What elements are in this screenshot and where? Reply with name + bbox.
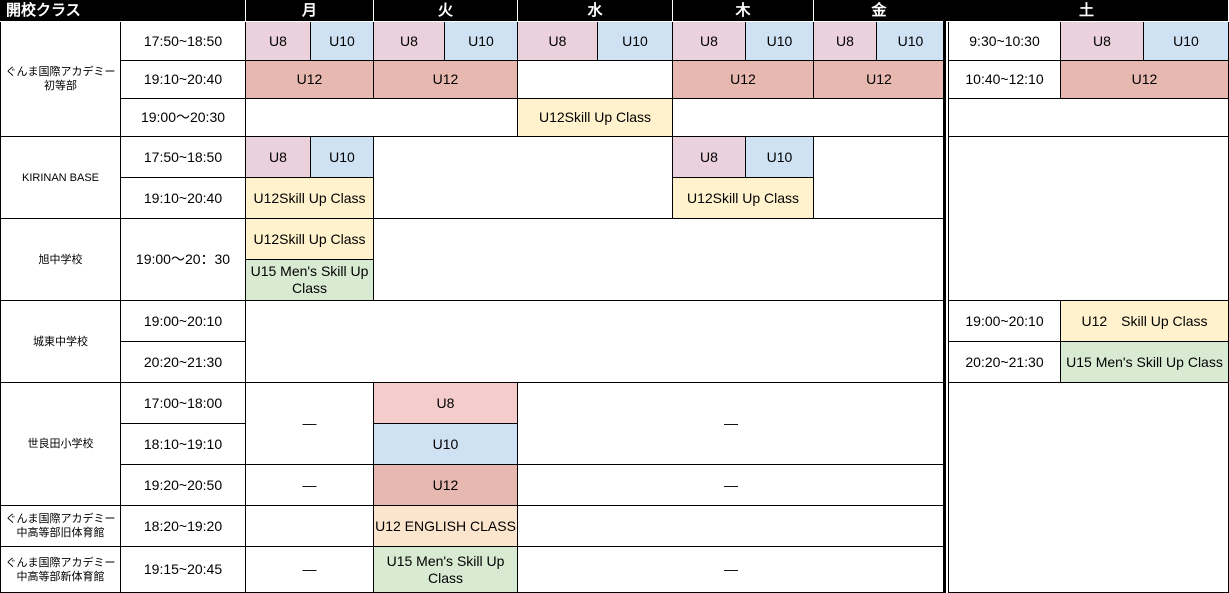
location-gunma-primary: ぐんま国際アカデミー 初等部 xyxy=(0,22,121,137)
time-slot: 17:50~18:50 xyxy=(121,137,246,178)
time-slot: 18:10~19:10 xyxy=(121,424,246,465)
class-u8: U8 xyxy=(1061,22,1144,61)
header-day-tue: 火 xyxy=(374,0,518,22)
time-slot: 19:00〜20:30 xyxy=(121,99,246,137)
class-u10: U10 xyxy=(311,22,374,61)
location-serada-es: 世良田小学校 xyxy=(0,383,121,506)
location-gunma-old-gym: ぐんま国際アカデミー 中高等部旧体育館 xyxy=(0,506,121,547)
class-u8: U8 xyxy=(374,383,518,424)
time-slot: 17:00~18:00 xyxy=(121,383,246,424)
no-class-dash: — xyxy=(518,465,945,506)
time-slot: 19:10~20:40 xyxy=(121,178,246,219)
time-slot: 19:10~20:40 xyxy=(121,61,246,99)
class-u10: U10 xyxy=(445,22,518,61)
class-u12: U12 xyxy=(246,61,374,99)
no-class-dash: — xyxy=(518,547,945,593)
class-u12-skill-up: U12 Skill Up Class xyxy=(1061,301,1229,342)
time-slot: 19:00~20:10 xyxy=(121,301,246,342)
time-slot: 19:20~20:50 xyxy=(121,465,246,506)
class-u8: U8 xyxy=(673,22,746,61)
empty-cell xyxy=(246,506,374,547)
class-u15-men-skill-up: U15 Men's Skill Up Class xyxy=(1061,342,1229,383)
class-u12-skill-up: U12Skill Up Class xyxy=(246,178,374,219)
column-divider xyxy=(943,0,946,593)
no-class-dash: — xyxy=(246,383,374,465)
no-class-dash: — xyxy=(518,383,945,465)
class-u8: U8 xyxy=(374,22,445,61)
empty-cell xyxy=(948,383,1229,593)
class-u8: U8 xyxy=(814,22,877,61)
empty-cell xyxy=(948,99,1229,137)
class-u10: U10 xyxy=(746,22,814,61)
empty-cell xyxy=(518,61,673,99)
header-day-wed: 水 xyxy=(518,0,673,22)
class-u15-men-skill-up: U15 Men's Skill Up Class xyxy=(246,260,374,301)
time-slot: 19:15~20:45 xyxy=(121,547,246,593)
class-u12: U12 xyxy=(374,61,518,99)
time-slot: 10:40~12:10 xyxy=(948,61,1061,99)
class-u10: U10 xyxy=(1144,22,1229,61)
location-joto-jhs: 城東中学校 xyxy=(0,301,121,383)
class-u8: U8 xyxy=(673,137,746,178)
class-u12-english: U12 ENGLISH CLASS xyxy=(374,506,518,547)
class-u10: U10 xyxy=(598,22,673,61)
location-asahi-jhs: 旭中学校 xyxy=(0,219,121,301)
location-gunma-new-gym: ぐんま国際アカデミー 中高等部新体育館 xyxy=(0,547,121,593)
time-slot: 20:20~21:30 xyxy=(121,342,246,383)
no-class-dash: — xyxy=(246,465,374,506)
class-u8: U8 xyxy=(518,22,598,61)
no-class-dash: — xyxy=(246,547,374,593)
empty-cell xyxy=(518,506,945,547)
header-day-fri: 金 xyxy=(814,0,945,22)
time-slot: 9:30~10:30 xyxy=(948,22,1061,61)
location-kirinan-base: KIRINAN BASE xyxy=(0,137,121,219)
empty-cell xyxy=(246,99,518,137)
header-day-sat: 土 xyxy=(945,0,1229,22)
class-u10: U10 xyxy=(311,137,374,178)
empty-cell xyxy=(246,301,945,383)
time-slot: 19:00~20:10 xyxy=(948,301,1061,342)
class-u12: U12 xyxy=(1061,61,1229,99)
time-slot: 17:50~18:50 xyxy=(121,22,246,61)
class-u12: U12 xyxy=(814,61,945,99)
class-u12: U12 xyxy=(374,465,518,506)
empty-cell xyxy=(948,137,1229,301)
class-u12-skill-up: U12Skill Up Class xyxy=(518,99,673,137)
empty-cell xyxy=(814,137,945,219)
class-u8: U8 xyxy=(246,137,311,178)
header-title: 開校クラス xyxy=(0,0,246,22)
class-u12-skill-up: U12Skill Up Class xyxy=(246,219,374,260)
class-u12-skill-up: U12Skill Up Class xyxy=(673,178,814,219)
empty-cell xyxy=(374,219,945,301)
class-u8: U8 xyxy=(246,22,311,61)
empty-cell xyxy=(673,99,945,137)
header-day-mon: 月 xyxy=(246,0,374,22)
class-u10: U10 xyxy=(374,424,518,465)
header-day-thu: 木 xyxy=(673,0,814,22)
class-u10: U10 xyxy=(877,22,945,61)
class-u15-men-skill-up: U15 Men's Skill Up Class xyxy=(374,547,518,593)
empty-cell xyxy=(374,137,673,219)
time-slot: 20:20~21:30 xyxy=(948,342,1061,383)
time-slot: 19:00〜20：30 xyxy=(121,219,246,301)
class-u12: U12 xyxy=(673,61,814,99)
class-u10: U10 xyxy=(746,137,814,178)
time-slot: 18:20~19:20 xyxy=(121,506,246,547)
